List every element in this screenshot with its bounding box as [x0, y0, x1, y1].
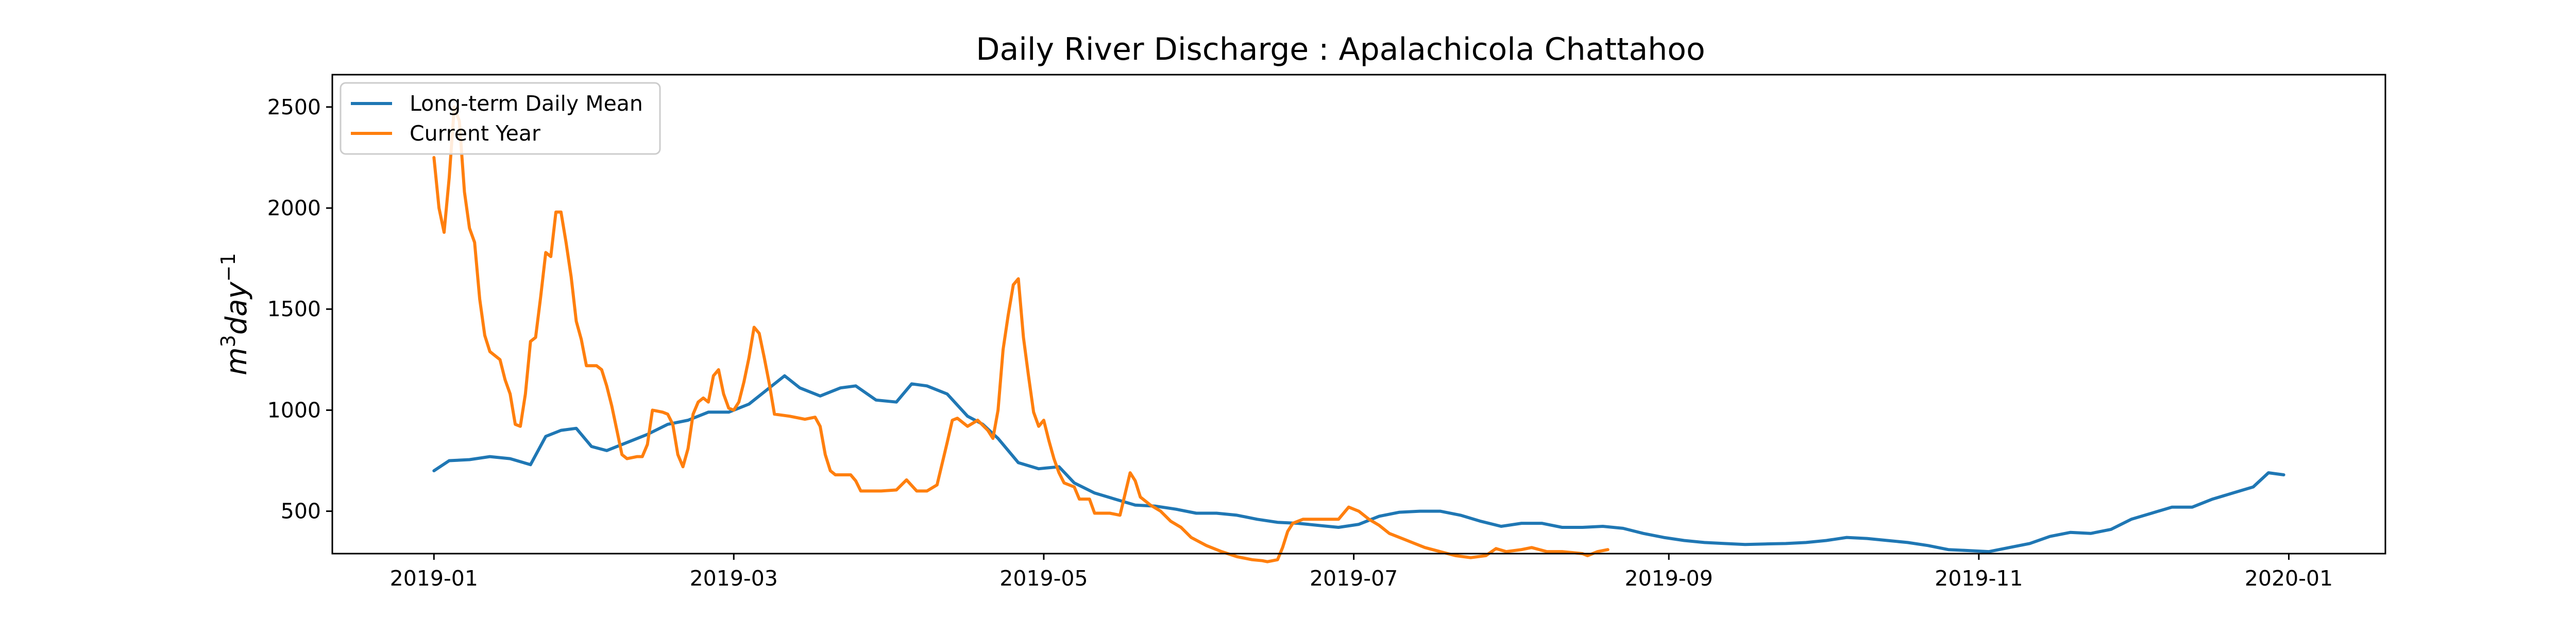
- x-tick-label: 2019-07: [1310, 566, 1398, 591]
- y-tick-label: 2500: [267, 95, 321, 119]
- x-tick-label: 2020-01: [2245, 566, 2333, 591]
- series-layer: [432, 105, 2285, 563]
- legend: Long-term Daily Mean Current Year: [340, 82, 661, 155]
- series-line-current-year: [432, 105, 1609, 563]
- legend-label-long-term: Long-term Daily Mean: [410, 91, 643, 116]
- tick-layer: 2019-01 2019-03 2019-05 2019-07 2019-09 2019-…: [267, 95, 2333, 591]
- x-tick-label: 2019-01: [390, 566, 478, 591]
- y-axis-label: m3day−1: [217, 253, 253, 375]
- plot-area-frame: [331, 74, 2386, 555]
- series-line-long-term-mean: [432, 374, 2285, 554]
- legend-label-current-year: Current Year: [410, 121, 540, 146]
- y-label-base-1: m: [220, 347, 253, 375]
- x-tick-label: 2019-09: [1625, 566, 1713, 591]
- x-tick-label: 2019-05: [999, 566, 1088, 591]
- y-label-exp-2: −1: [217, 253, 240, 282]
- x-tick-label: 2019-11: [1935, 566, 2023, 591]
- x-tick-label: 2019-03: [690, 566, 778, 591]
- y-tick-label: 1000: [267, 398, 321, 422]
- legend-frame: [340, 82, 661, 155]
- chart-title: Daily River Discharge : Apalachicola Cha…: [976, 31, 1705, 67]
- y-tick-label: 2000: [267, 196, 321, 220]
- y-label-exp-1: 3: [217, 335, 240, 347]
- y-label-base-2: day: [220, 281, 253, 335]
- y-tick-label: 500: [281, 499, 321, 524]
- y-tick-label: 1500: [267, 297, 321, 321]
